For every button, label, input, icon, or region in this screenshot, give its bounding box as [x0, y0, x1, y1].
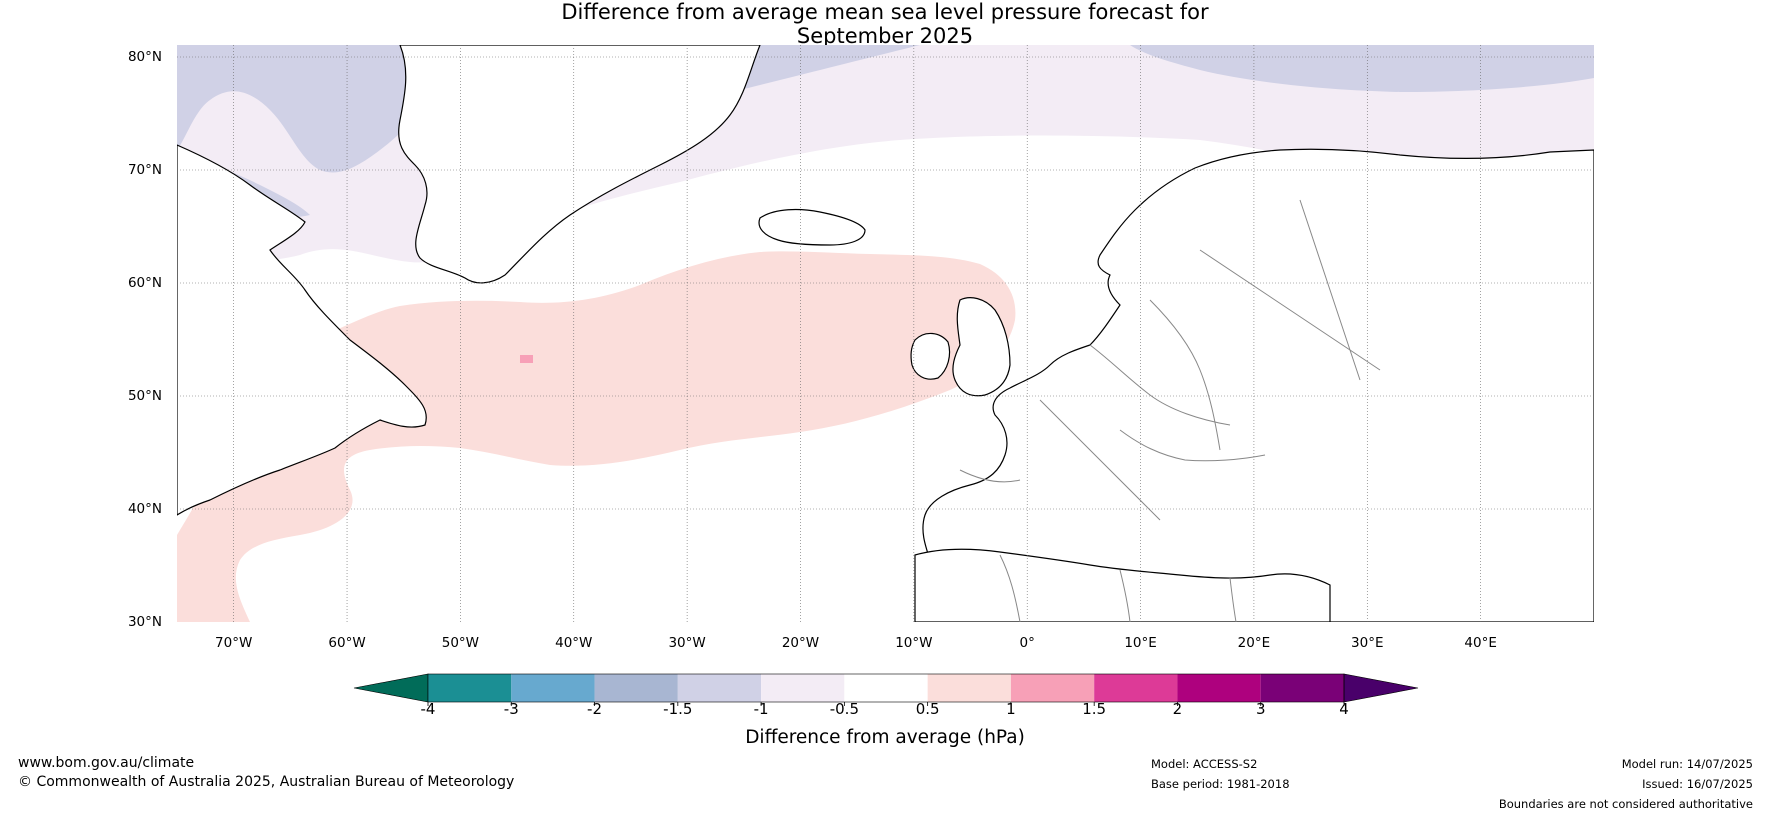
latitude-label: 30°N	[127, 614, 162, 630]
latitude-label: 60°N	[127, 275, 162, 291]
longitude-label: 40°W	[555, 635, 593, 651]
graticule	[177, 45, 1594, 622]
british-isles-outline	[952, 297, 1011, 397]
colorbar-segment	[927, 674, 1011, 702]
colorbar-tick-label: -1	[753, 700, 769, 718]
colorbar-tick-label: 0.5	[915, 700, 940, 718]
footer-issued: Issued: 16/07/2025	[1642, 777, 1753, 791]
longitude-label: 10°E	[1124, 635, 1157, 651]
map-title: Difference from average mean sea level p…	[0, 0, 1770, 48]
anomaly-region-plus-0-5	[177, 251, 1016, 622]
colorbar-segment	[761, 674, 845, 702]
country-borders	[959, 199, 1381, 622]
latitude-label: 70°N	[127, 162, 162, 178]
colorbar-segment	[844, 674, 928, 702]
map-title-line1: Difference from average mean sea level p…	[561, 0, 1209, 24]
footer-base-period: Base period: 1981-2018	[1151, 777, 1290, 791]
longitude-label: 40°E	[1464, 635, 1497, 651]
greenland-outline	[398, 45, 761, 284]
longitude-label: 20°W	[781, 635, 820, 651]
colorbar-tick-label: 1	[1006, 700, 1016, 718]
colorbar-tick-label: -0.5	[829, 700, 859, 718]
map-title-line2: September 2025	[796, 24, 974, 48]
colorbar-tick-label: -3	[503, 700, 519, 718]
colorbar-over-arrow	[1343, 673, 1419, 703]
colorbar-segment	[511, 674, 595, 702]
colorbar-tick-label: 1.5	[1082, 700, 1107, 718]
colorbar-segment	[1260, 674, 1344, 702]
longitude-label: 50°W	[441, 635, 480, 651]
longitude-label: 10°W	[895, 635, 933, 651]
longitude-label: 30°W	[668, 635, 706, 651]
iceland-outline	[758, 208, 866, 246]
latitude-label: 80°N	[127, 49, 162, 65]
colorbar-segment	[677, 674, 762, 702]
anomaly-region-plus-1	[520, 355, 533, 363]
colorbar-tick-label: -2	[587, 700, 603, 718]
colorbar-tick-label: 4	[1339, 700, 1349, 718]
footer-model: Model: ACCESS-S2	[1151, 757, 1258, 771]
europe-outline	[919, 148, 1594, 622]
colorbar-title: Difference from average (hPa)	[745, 727, 1025, 748]
longitude-label: 70°W	[215, 635, 253, 651]
land-masses	[177, 45, 1594, 622]
colorbar-segment	[1177, 674, 1261, 702]
colorbar-outline	[427, 673, 1345, 703]
africa-outline	[914, 548, 1331, 622]
colorbar-segment	[1010, 674, 1095, 702]
colorbar-under-arrow	[353, 673, 429, 703]
footer-disclaimer: Boundaries are not considered authoritat…	[1498, 797, 1753, 811]
colorbar-tick-label: -1.5	[663, 700, 693, 718]
footer-url: www.bom.gov.au/climate	[18, 755, 195, 771]
longitude-label: 30°E	[1351, 635, 1384, 651]
longitude-label: 0°	[1019, 635, 1035, 651]
footer-model-run: Model run: 14/07/2025	[1621, 757, 1753, 771]
latitude-label: 50°N	[127, 388, 162, 404]
footer-copyright: © Commonwealth of Australia 2025, Austra…	[18, 774, 515, 790]
map-area	[177, 45, 1594, 622]
colorbar-segment	[1094, 674, 1178, 702]
longitude-label: 20°E	[1237, 635, 1271, 651]
ireland-outline	[910, 332, 951, 380]
colorbar-tick-label: -4	[420, 700, 436, 718]
colorbar-segment	[428, 674, 512, 702]
longitude-label: 60°W	[328, 635, 366, 651]
latitude-label: 40°N	[127, 501, 162, 517]
colorbar-tick-label: 2	[1172, 700, 1183, 718]
colorbar-tick-label: 3	[1255, 700, 1266, 718]
colorbar-segment	[594, 674, 678, 702]
colorbar	[353, 673, 1419, 706]
north-america-outline	[177, 144, 427, 516]
